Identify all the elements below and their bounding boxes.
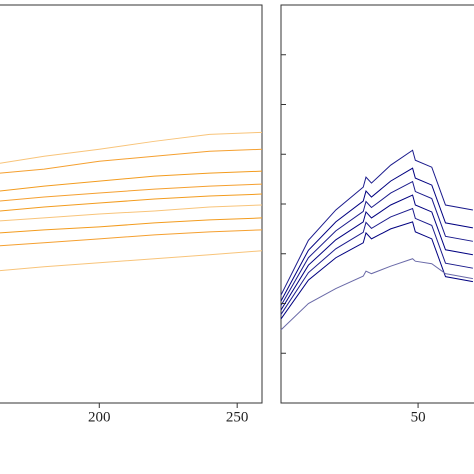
data-line (0, 148, 263, 174)
data-line (280, 180, 473, 306)
data-line (0, 170, 263, 192)
data-line (0, 183, 263, 202)
data-line (0, 250, 263, 272)
data-line (280, 221, 473, 320)
data-line (0, 204, 263, 222)
data-line (0, 131, 263, 164)
data-line (280, 207, 473, 315)
data-line (280, 167, 473, 302)
data-line (280, 194, 473, 311)
data-line (280, 149, 473, 296)
data-line (0, 193, 263, 212)
x-tick-label: 200 (88, 409, 111, 425)
plot-frame (0, 4, 263, 404)
x-tick-label: 250 (226, 409, 249, 425)
data-line (0, 217, 263, 234)
data-line (0, 229, 263, 247)
data-line (280, 258, 473, 331)
x-tick-label: 50 (411, 409, 426, 425)
